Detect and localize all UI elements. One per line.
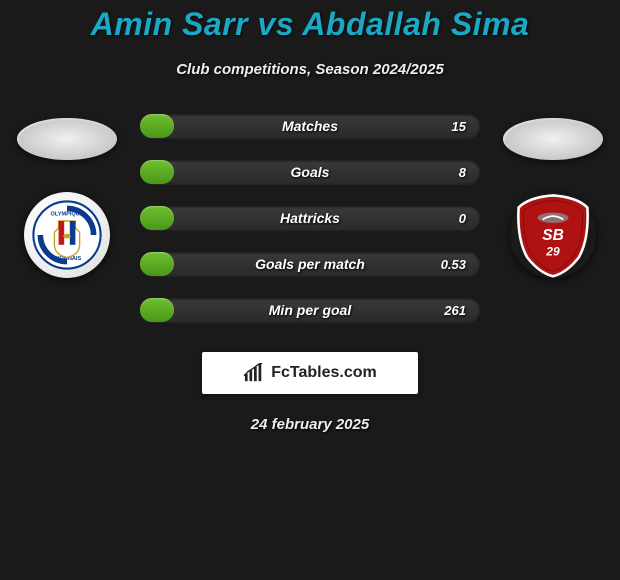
stat-fill [140, 114, 174, 138]
club-badge-lyon: OLYMPIQUE LYONNAIS [24, 192, 110, 278]
stat-label: Goals [291, 164, 330, 180]
lyon-crest-icon: OLYMPIQUE LYONNAIS [32, 200, 102, 270]
stat-value: 0 [459, 211, 466, 226]
stat-value: 8 [459, 165, 466, 180]
club-badge-brest: SB 29 [510, 192, 596, 278]
stat-label: Min per goal [269, 302, 351, 318]
right-side: SB 29 [498, 112, 608, 278]
stat-value: 0.53 [441, 257, 466, 272]
stat-label: Hattricks [280, 210, 340, 226]
stat-fill [140, 298, 174, 322]
comparison-card: Amin Sarr vs Abdallah Sima Club competit… [0, 0, 620, 433]
stat-row-matches: Matches 15 [140, 114, 480, 138]
svg-text:29: 29 [545, 245, 560, 259]
player-avatar-left [17, 118, 117, 160]
bar-chart-icon [243, 363, 265, 383]
stat-fill [140, 252, 174, 276]
stat-fill [140, 206, 174, 230]
brest-crest-icon: SB 29 [510, 192, 596, 278]
stats-column: Matches 15 Goals 8 Hattricks 0 Goals per… [140, 112, 480, 322]
stat-label: Goals per match [255, 256, 365, 272]
stat-value: 15 [452, 119, 466, 134]
page-title: Amin Sarr vs Abdallah Sima [0, 6, 620, 43]
subtitle: Club competitions, Season 2024/2025 [0, 61, 620, 78]
main-row: OLYMPIQUE LYONNAIS Matches 15 Goals 8 [0, 112, 620, 322]
stat-row-hattricks: Hattricks 0 [140, 206, 480, 230]
stat-row-min-per-goal: Min per goal 261 [140, 298, 480, 322]
brand-badge[interactable]: FcTables.com [202, 352, 418, 394]
left-side: OLYMPIQUE LYONNAIS [12, 112, 122, 278]
stat-label: Matches [282, 118, 338, 134]
date-label: 24 february 2025 [0, 416, 620, 433]
brand-text: FcTables.com [271, 364, 377, 382]
svg-text:SB: SB [542, 227, 564, 244]
stat-row-goals-per-match: Goals per match 0.53 [140, 252, 480, 276]
stat-value: 261 [444, 303, 466, 318]
player-avatar-right [503, 118, 603, 160]
stat-row-goals: Goals 8 [140, 160, 480, 184]
svg-text:OLYMPIQUE: OLYMPIQUE [50, 211, 83, 217]
stat-fill [140, 160, 174, 184]
